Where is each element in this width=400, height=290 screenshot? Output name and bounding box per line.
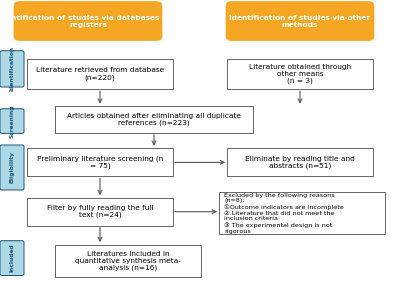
Text: Identification of studies via other
methods: Identification of studies via other meth…: [230, 14, 370, 28]
FancyBboxPatch shape: [227, 148, 373, 176]
FancyBboxPatch shape: [0, 145, 24, 190]
FancyBboxPatch shape: [14, 1, 162, 41]
FancyBboxPatch shape: [27, 198, 173, 226]
FancyBboxPatch shape: [226, 1, 374, 41]
Text: Screening: Screening: [10, 104, 14, 138]
Text: Preliminary literature screening (n
= 75): Preliminary literature screening (n = 75…: [37, 155, 163, 169]
Text: Eliminate by reading title and
abstracts (n=51): Eliminate by reading title and abstracts…: [245, 156, 355, 169]
Text: Literature retrieved from database
(n=220): Literature retrieved from database (n=22…: [36, 67, 164, 81]
FancyBboxPatch shape: [227, 59, 373, 89]
Text: Literatures included in
quantitative synthesis meta-
analysis (n=16): Literatures included in quantitative syn…: [75, 251, 181, 271]
FancyBboxPatch shape: [219, 192, 385, 234]
Text: Identification of studies via databases and
registers: Identification of studies via databases …: [0, 14, 178, 28]
Text: Filter by fully reading the full
text (n=24): Filter by fully reading the full text (n…: [47, 205, 153, 218]
FancyBboxPatch shape: [0, 109, 24, 133]
FancyBboxPatch shape: [55, 106, 253, 133]
FancyBboxPatch shape: [27, 148, 173, 176]
Text: Articles obtained after eliminating all duplicate
references (n=223): Articles obtained after eliminating all …: [67, 113, 241, 126]
Text: Identification: Identification: [10, 46, 14, 91]
FancyBboxPatch shape: [55, 245, 201, 277]
Text: Excluded by the following reasons
(n=8):
①Outcome indicators are incomplete
② Li: Excluded by the following reasons (n=8):…: [224, 193, 344, 234]
FancyBboxPatch shape: [0, 51, 24, 87]
FancyBboxPatch shape: [0, 241, 24, 276]
FancyBboxPatch shape: [27, 59, 173, 89]
Text: Eligibility: Eligibility: [10, 151, 14, 184]
Text: Literature obtained through
other means
(n = 3): Literature obtained through other means …: [249, 64, 351, 84]
Text: Included: Included: [10, 244, 14, 273]
